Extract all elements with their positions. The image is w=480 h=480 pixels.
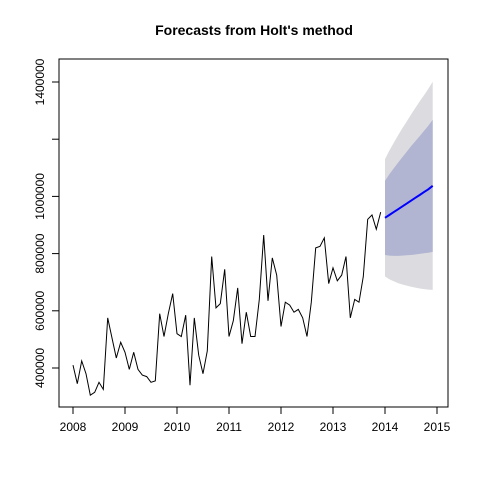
x-tick-label: 2013 <box>320 420 347 434</box>
x-axis: 2008 2009 2010 2011 2012 2013 2014 2015 <box>60 406 451 434</box>
x-tick-label: 2015 <box>424 420 451 434</box>
history-series-line <box>72 211 382 397</box>
y-tick-label: 400000 <box>33 348 47 388</box>
forecast-mean-line <box>384 185 434 219</box>
x-tick-label: 2011 <box>216 420 242 434</box>
y-tick-label: 1400000 <box>33 58 47 105</box>
chart-title: Forecasts from Holt's method <box>155 22 353 38</box>
y-tick-label: 800000 <box>33 233 47 273</box>
band-80-layer <box>385 119 433 256</box>
x-tick-label: 2010 <box>164 420 191 434</box>
y-tick-label: 1000000 <box>33 173 47 220</box>
y-tick-label: 600000 <box>33 290 47 330</box>
x-tick-label: 2012 <box>268 420 295 434</box>
x-tick-label: 2008 <box>60 420 87 434</box>
prediction-interval-80 <box>385 119 433 256</box>
x-tick-label: 2014 <box>372 420 399 434</box>
x-tick-label: 2009 <box>112 420 139 434</box>
forecast-layer <box>384 185 434 219</box>
y-axis: 400000 600000 800000 1000000 1400000 <box>33 58 60 388</box>
history-layer <box>72 211 382 397</box>
